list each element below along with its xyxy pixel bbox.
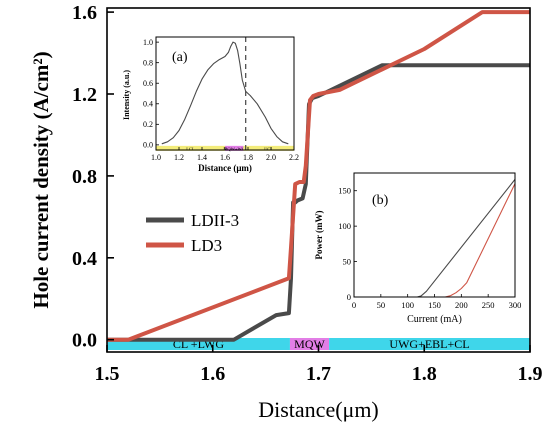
y-tick-label: 1.2 bbox=[72, 84, 97, 106]
inset-b-x-label: Current (mA) bbox=[407, 314, 462, 325]
x-tick-label: 1.7 bbox=[306, 363, 331, 385]
y-tick-label: 50 bbox=[343, 257, 352, 267]
x-tick-label: 300 bbox=[509, 300, 522, 310]
x-tick-label: 1.8 bbox=[243, 153, 253, 162]
inset-a-chart: LCL MQW+WG UCL 1.0 1.2 1.4 1.6 1.8 2.0 2.2 0.0 0.2… bbox=[116, 30, 302, 180]
x-tick-label: 150 bbox=[428, 300, 441, 310]
inset-a-ticks: 1.0 1.2 1.4 1.6 1.8 2.0 2.2 0.0 0.2 0.4 0.6 0.8 1.0 bbox=[143, 38, 299, 162]
band-mqw-wg bbox=[225, 145, 244, 151]
x-tick-label: 1.9 bbox=[518, 363, 543, 385]
x-tick-label: 0 bbox=[352, 300, 356, 310]
y-axis-label: Hole current density (A/cm²) bbox=[29, 51, 53, 308]
y-tick-label: 0.2 bbox=[143, 120, 153, 129]
x-axis-label: Distance(μm) bbox=[258, 397, 379, 422]
y-tick-label: 0.0 bbox=[143, 141, 153, 150]
legend-label-ldii3: LDII-3 bbox=[191, 211, 239, 230]
inset-a-x-label: Distance (μm) bbox=[198, 163, 252, 173]
inset-a-panel-label: (a) bbox=[172, 50, 188, 65]
band-label: UCL bbox=[264, 146, 273, 151]
region-label: MQW bbox=[294, 337, 325, 351]
inset-b-panel-label: (b) bbox=[372, 193, 389, 208]
main-axis-ticks: 1.5 1.6 1.7 1.8 1.9 0.0 0.4 0.8 1.2 1.6 bbox=[72, 2, 543, 385]
inset-b-ticks: 0 50 100 150 200 250 300 0 50 100 150 bbox=[338, 186, 521, 310]
band-lcl bbox=[156, 145, 225, 151]
y-tick-label: 0.4 bbox=[143, 100, 153, 109]
y-tick-label: 1.0 bbox=[143, 38, 153, 47]
inset-b-y-label: Power (mW) bbox=[314, 210, 324, 259]
region-uwg-ebl-cl bbox=[329, 338, 530, 350]
inset-a-y-label: Intensity (a.u.) bbox=[122, 70, 131, 120]
inset-b-background bbox=[312, 168, 526, 328]
y-tick-label: 0.8 bbox=[143, 58, 153, 67]
x-tick-label: 1.6 bbox=[220, 153, 230, 162]
series-line-ld3 bbox=[107, 10, 530, 342]
y-tick-label: 100 bbox=[338, 221, 351, 231]
y-tick-label: 150 bbox=[338, 186, 351, 196]
x-tick-label: 1.6 bbox=[200, 363, 225, 385]
x-tick-label: 1.4 bbox=[197, 153, 207, 162]
x-tick-label: 1.0 bbox=[151, 153, 161, 162]
band-label: MQW+WG bbox=[223, 146, 245, 151]
inset-a-series bbox=[161, 41, 289, 145]
x-tick-label: 1.2 bbox=[174, 153, 184, 162]
band-ucl bbox=[243, 145, 294, 151]
inset-b-chart: 0 50 100 150 200 250 300 0 50 100 150 (b) Power (m… bbox=[312, 168, 526, 328]
y-tick-label: 0 bbox=[347, 292, 351, 302]
main-series-lines bbox=[107, 10, 530, 342]
y-tick-label: 0.8 bbox=[72, 166, 97, 188]
region-label: UWG+EBL+CL bbox=[389, 337, 469, 351]
main-chart: CL +LWG MQW UWG+EBL+CL 1.5 1.6 1.7 1.8 1.90.00… bbox=[29, 2, 543, 422]
x-tick-label: 2.2 bbox=[289, 153, 299, 162]
x-tick-label: 2.0 bbox=[266, 153, 276, 162]
x-tick-label: 100 bbox=[401, 300, 414, 310]
x-tick-label: 250 bbox=[482, 300, 495, 310]
inset-a-bands: LCL MQW+WG UCL bbox=[156, 145, 294, 151]
legend-label-ld3: LD3 bbox=[191, 236, 222, 255]
x-tick-label: 1.8 bbox=[412, 363, 437, 385]
y-tick-label: 0.4 bbox=[72, 248, 97, 270]
y-tick-label: 0.0 bbox=[72, 330, 97, 352]
y-tick-label: 1.6 bbox=[72, 2, 97, 24]
y-tick-label: 0.6 bbox=[143, 79, 153, 88]
x-tick-label: 1.5 bbox=[95, 363, 120, 385]
inset-a-background bbox=[116, 30, 302, 180]
legend: LDII-3 LD3 bbox=[146, 211, 239, 255]
x-tick-label: 200 bbox=[455, 300, 468, 310]
series-line-0 bbox=[161, 41, 289, 145]
band-label: LCL bbox=[186, 146, 195, 151]
x-tick-label: 50 bbox=[377, 300, 386, 310]
